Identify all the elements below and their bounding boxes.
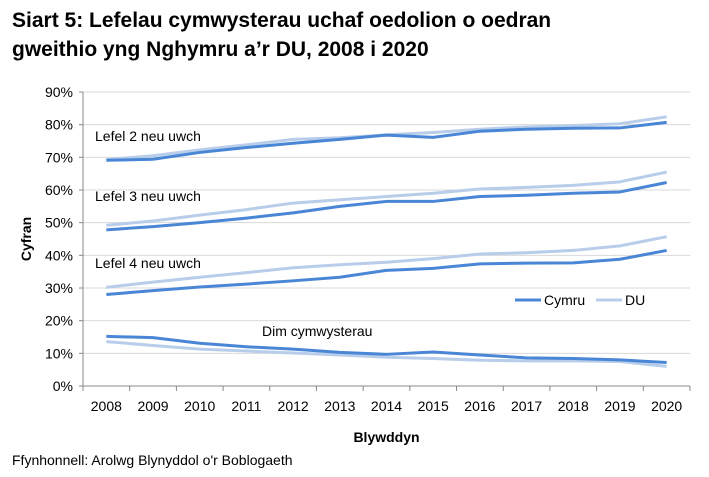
legend-label-cymru: Cymru bbox=[544, 292, 585, 308]
y-tick-label: 70% bbox=[45, 149, 73, 165]
chart-title: Siart 5: Lefelau cymwysterau uchaf oedol… bbox=[12, 6, 702, 64]
x-tick-label: 2013 bbox=[324, 398, 355, 414]
y-tick-label: 60% bbox=[45, 182, 73, 198]
series-line-du bbox=[106, 170, 667, 227]
x-tick-label: 2008 bbox=[91, 398, 122, 414]
x-tick-label: 2015 bbox=[418, 398, 449, 414]
group-label: Lefel 3 neu uwch bbox=[95, 188, 201, 204]
series-line-cymru bbox=[106, 181, 667, 232]
y-tick-label: 50% bbox=[45, 215, 73, 231]
y-axis-label: Cyfran bbox=[18, 217, 34, 261]
y-tick-label: 0% bbox=[53, 378, 73, 394]
x-tick-label: 2018 bbox=[558, 398, 589, 414]
x-tick-label: 2016 bbox=[464, 398, 495, 414]
legend-label-du: DU bbox=[625, 292, 645, 308]
series-line-cymru bbox=[106, 248, 667, 297]
x-tick-label: 2010 bbox=[184, 398, 215, 414]
y-tick-label: 40% bbox=[45, 247, 73, 263]
x-tick-label: 2012 bbox=[278, 398, 309, 414]
x-axis-label: Blywddyn bbox=[353, 429, 419, 445]
x-tick-label: 2019 bbox=[604, 398, 635, 414]
x-tick-label: 2009 bbox=[137, 398, 168, 414]
series-line-cymru bbox=[106, 334, 667, 364]
x-tick-label: 2014 bbox=[371, 398, 402, 414]
series-line-du bbox=[106, 340, 667, 368]
x-tick-label: 2020 bbox=[651, 398, 682, 414]
y-tick-label: 80% bbox=[45, 117, 73, 133]
group-label: Lefel 4 neu uwch bbox=[95, 255, 201, 271]
group-label: Lefel 2 neu uwch bbox=[95, 128, 201, 144]
y-tick-label: 20% bbox=[45, 313, 73, 329]
series-line-du bbox=[106, 235, 667, 289]
title-line-2: gweithio yng Nghymru a’r DU, 2008 i 2020 bbox=[12, 38, 429, 61]
series-line-cymru bbox=[106, 120, 667, 162]
y-tick-label: 10% bbox=[45, 345, 73, 361]
title-line-1: Siart 5: Lefelau cymwysterau uchaf oedol… bbox=[12, 9, 552, 32]
source-note: Ffynhonnell: Arolwg Blynyddol o'r Boblog… bbox=[12, 452, 293, 468]
y-tick-label: 30% bbox=[45, 280, 73, 296]
y-tick-label: 90% bbox=[45, 84, 73, 100]
x-tick-label: 2011 bbox=[231, 398, 261, 414]
x-tick-label: 2017 bbox=[511, 398, 542, 414]
group-label: Dim cymwysterau bbox=[262, 323, 372, 339]
